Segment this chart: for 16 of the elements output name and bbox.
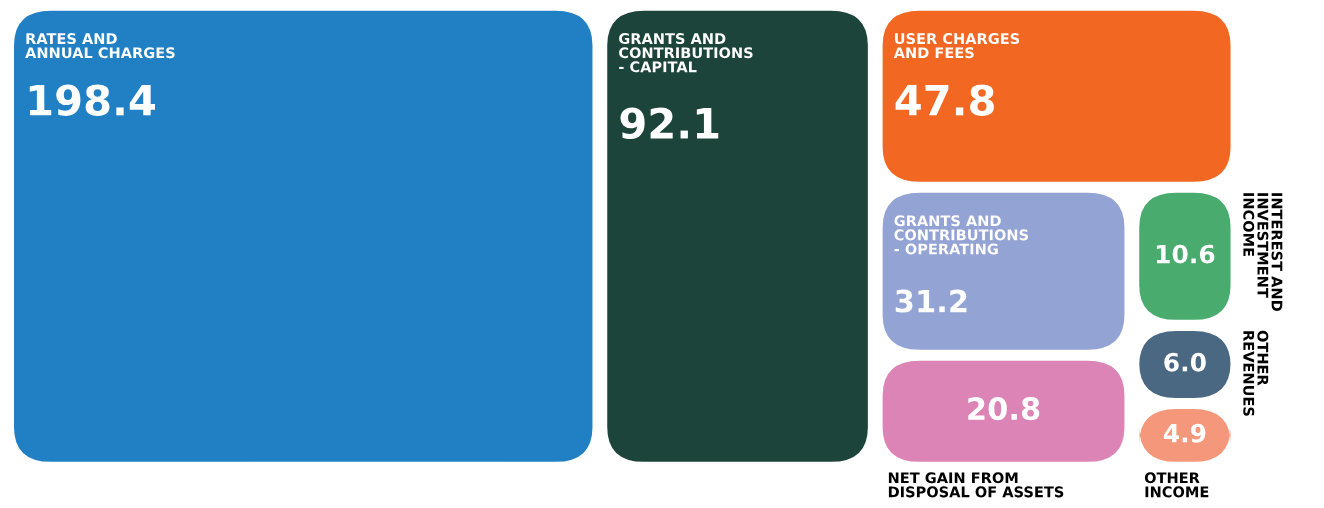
data-label: 31.2 — [895, 289, 967, 313]
category-label: OTHER REVENUES — [1243, 330, 1269, 416]
data-label: 20.8 — [968, 397, 1040, 421]
data-label: 92.1 — [620, 107, 719, 140]
category-label: NET GAIN FROM DISPOSAL OF ASSETS — [888, 472, 1064, 498]
data-label: 10.6 — [1156, 244, 1215, 264]
category-label: INTEREST AND INVESTMENT INCOME — [1243, 193, 1283, 311]
data-label: 6.0 — [1164, 352, 1206, 372]
data-label: 47.8 — [895, 84, 994, 116]
category-label: OTHER INCOME — [1144, 472, 1209, 498]
category-label: GRANTS AND CONTRIBUTIONS - OPERATING — [894, 215, 1028, 255]
category-label: RATES AND ANNUAL CHARGES — [25, 33, 175, 59]
data-label: 4.9 — [1163, 423, 1206, 443]
category-label: GRANTS AND CONTRIBUTIONS - CAPITAL — [619, 33, 753, 73]
data-label: 198.4 — [29, 84, 155, 116]
category-label: USER CHARGES AND FEES — [893, 33, 1020, 59]
